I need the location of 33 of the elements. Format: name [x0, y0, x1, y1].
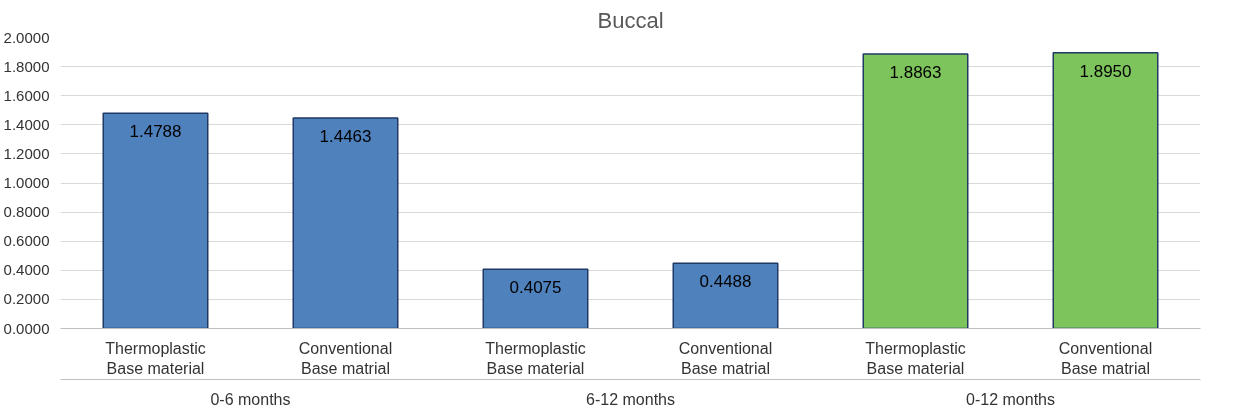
data-label: 1.8950	[1079, 61, 1132, 81]
x-tick-label: Thermoplastic Base material	[105, 339, 206, 377]
y-tick-label: 0.4000	[3, 261, 50, 279]
y-tick-label: 1.0000	[3, 174, 50, 191]
y-tick-label: 1.6000	[3, 86, 50, 104]
y-tick-label: 0.6000	[3, 232, 50, 250]
data-label: 1.8863	[889, 63, 942, 83]
data-label: 0.4075	[509, 278, 562, 298]
text: 0-12 months	[966, 390, 1055, 408]
y-tick-label: 0.2000	[3, 290, 50, 308]
x-tick-label: Thermoplastic Base material	[865, 339, 966, 377]
bar	[482, 268, 589, 329]
bar	[292, 117, 399, 329]
bar	[672, 262, 779, 329]
x-tick-label: Conventional Base matrial	[1058, 339, 1153, 377]
x-tick-label: Thermoplastic Base material	[485, 339, 586, 377]
data-label: 1.4463	[319, 127, 372, 147]
y-tick-label: 1.8000	[3, 57, 50, 75]
bar	[862, 53, 969, 329]
bar	[102, 112, 209, 329]
data-label: 0.4488	[699, 272, 752, 292]
x-tick-label: Conventional Base matrial	[298, 339, 393, 377]
text: 6-12 months	[586, 390, 675, 408]
y-tick-label: 2.0000	[3, 28, 50, 46]
y-tick-label: 0.8000	[3, 203, 50, 221]
chart-title: Buccal	[597, 7, 664, 33]
text: 0-6 months	[210, 390, 291, 408]
data-label: 1.4788	[129, 122, 182, 142]
y-tick-label: 0.0000	[3, 319, 50, 337]
y-tick-label: 1.2000	[3, 144, 50, 162]
y-tick-label: 1.4000	[3, 115, 50, 133]
x-tick-label: Conventional Base matrial	[678, 339, 773, 377]
bar	[1052, 52, 1159, 329]
